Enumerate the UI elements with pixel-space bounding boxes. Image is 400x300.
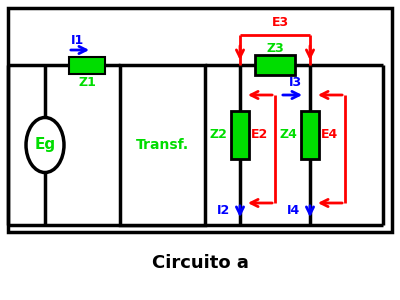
Text: I3: I3 <box>288 76 302 89</box>
Text: Z4: Z4 <box>279 128 297 142</box>
Text: E3: E3 <box>272 16 288 28</box>
Text: Z2: Z2 <box>209 128 227 142</box>
Text: Z3: Z3 <box>266 43 284 56</box>
Ellipse shape <box>26 118 64 172</box>
Text: I4: I4 <box>287 205 301 218</box>
Bar <box>231 111 249 159</box>
Bar <box>8 8 392 232</box>
Text: I1: I1 <box>71 34 85 46</box>
Text: E2: E2 <box>251 128 269 142</box>
Bar <box>69 56 105 74</box>
Bar <box>255 55 295 75</box>
Text: Circuito a: Circuito a <box>152 254 248 272</box>
Bar <box>301 111 319 159</box>
Text: Transf.: Transf. <box>136 138 189 152</box>
Text: Eg: Eg <box>34 137 56 152</box>
Text: Z1: Z1 <box>78 76 96 89</box>
Bar <box>120 65 205 225</box>
Text: I2: I2 <box>217 205 231 218</box>
Text: E4: E4 <box>321 128 339 142</box>
